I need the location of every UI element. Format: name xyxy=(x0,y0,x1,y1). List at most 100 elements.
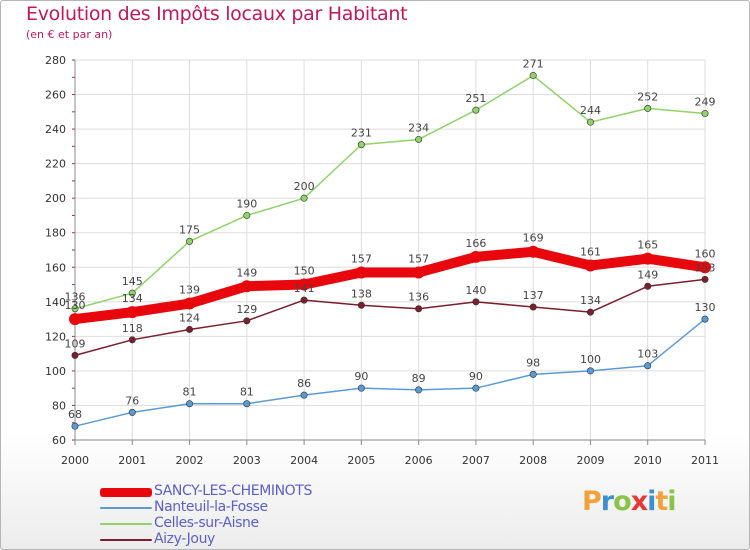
data-label-sancy-les-cheminots: 157 xyxy=(351,252,372,265)
data-point-nanteuil-la-fosse xyxy=(243,400,251,408)
data-point-aizy-jouy xyxy=(186,325,194,333)
data-point-nanteuil-la-fosse xyxy=(472,384,480,392)
y-tick-label: 160 xyxy=(45,261,66,274)
series-line-sancy-les-cheminots xyxy=(70,246,710,325)
y-tick-label: 200 xyxy=(45,192,66,205)
data-point-aizy-jouy xyxy=(243,317,251,325)
data-point-sancy-les-cheminots xyxy=(641,252,654,265)
data-point-sancy-les-cheminots xyxy=(298,278,311,291)
x-tick-label: 2011 xyxy=(691,454,719,467)
data-point-aizy-jouy xyxy=(71,351,79,359)
data-point-celles-sur-aisne xyxy=(701,110,709,118)
y-tick-label: 60 xyxy=(52,434,66,447)
x-tick-label: 2007 xyxy=(462,454,490,467)
y-tick-label: 120 xyxy=(45,330,66,343)
data-label-sancy-les-cheminots: 165 xyxy=(637,239,658,252)
data-point-aizy-jouy xyxy=(701,275,709,283)
data-label-celles-sur-aisne: 200 xyxy=(294,180,315,193)
data-point-aizy-jouy xyxy=(357,301,365,309)
data-point-nanteuil-la-fosse xyxy=(71,422,79,430)
legend-line xyxy=(100,539,152,541)
data-label-celles-sur-aisne: 249 xyxy=(695,96,716,109)
data-point-sancy-les-cheminots xyxy=(126,306,139,319)
data-point-nanteuil-la-fosse xyxy=(128,408,136,416)
data-point-sancy-les-cheminots xyxy=(240,280,253,293)
data-point-nanteuil-la-fosse xyxy=(644,362,652,370)
data-point-sancy-les-cheminots xyxy=(355,266,368,279)
x-tick-label: 2004 xyxy=(290,454,318,467)
y-tick-label: 260 xyxy=(45,89,66,102)
data-point-nanteuil-la-fosse xyxy=(586,367,594,375)
data-point-celles-sur-aisne xyxy=(586,118,594,126)
data-point-sancy-les-cheminots xyxy=(469,250,482,263)
data-label-aizy-jouy: 137 xyxy=(523,289,544,302)
y-tick-label: 220 xyxy=(45,158,66,171)
data-label-nanteuil-la-fosse: 76 xyxy=(125,394,139,407)
data-label-aizy-jouy: 149 xyxy=(637,268,658,281)
data-point-celles-sur-aisne xyxy=(644,104,652,112)
data-label-aizy-jouy: 153 xyxy=(695,261,716,274)
data-label-celles-sur-aisne: 175 xyxy=(179,223,200,236)
data-point-celles-sur-aisne xyxy=(128,289,136,297)
data-label-nanteuil-la-fosse: 98 xyxy=(526,356,540,369)
data-label-nanteuil-la-fosse: 103 xyxy=(637,348,658,361)
data-point-nanteuil-la-fosse xyxy=(300,391,308,399)
data-point-aizy-jouy xyxy=(128,336,136,344)
data-label-sancy-les-cheminots: 150 xyxy=(294,265,315,278)
data-label-nanteuil-la-fosse: 81 xyxy=(183,386,197,399)
x-tick-label: 2003 xyxy=(233,454,261,467)
data-point-nanteuil-la-fosse xyxy=(701,315,709,323)
legend-line xyxy=(100,523,152,525)
data-label-aizy-jouy: 118 xyxy=(122,322,143,335)
data-point-celles-sur-aisne xyxy=(472,106,480,114)
data-label-sancy-les-cheminots: 139 xyxy=(179,284,200,297)
data-label-celles-sur-aisne: 251 xyxy=(465,92,486,105)
data-point-aizy-jouy xyxy=(586,308,594,316)
data-label-aizy-jouy: 138 xyxy=(351,287,372,300)
data-label-nanteuil-la-fosse: 68 xyxy=(68,408,82,421)
y-tick-label: 280 xyxy=(45,54,66,67)
logo-letter: i xyxy=(667,486,676,517)
data-label-celles-sur-aisne: 244 xyxy=(580,104,601,117)
data-label-aizy-jouy: 124 xyxy=(179,311,200,324)
data-point-sancy-les-cheminots xyxy=(699,261,711,274)
data-point-nanteuil-la-fosse xyxy=(357,384,365,392)
data-label-nanteuil-la-fosse: 90 xyxy=(354,370,368,383)
data-point-nanteuil-la-fosse xyxy=(415,386,423,394)
series-line-aizy-jouy xyxy=(74,278,706,357)
legend-label: Aizy-Jouy xyxy=(154,531,215,547)
legend-item: Aizy-Jouy xyxy=(100,531,360,548)
data-point-aizy-jouy xyxy=(644,282,652,290)
data-label-aizy-jouy: 134 xyxy=(580,294,601,307)
data-label-sancy-les-cheminots: 160 xyxy=(695,247,716,260)
data-point-celles-sur-aisne xyxy=(300,194,308,202)
legend-label: Nanteuil-la-Fosse xyxy=(154,499,268,515)
data-label-aizy-jouy: 140 xyxy=(465,284,486,297)
legend-line xyxy=(100,487,152,497)
data-point-sancy-les-cheminots xyxy=(183,297,196,310)
data-label-celles-sur-aisne: 190 xyxy=(236,197,257,210)
series-line-celles-sur-aisne xyxy=(74,74,706,310)
data-point-aizy-jouy xyxy=(472,298,480,306)
data-label-nanteuil-la-fosse: 81 xyxy=(240,386,254,399)
legend-label: SANCY-LES-CHEMINOTS xyxy=(154,483,312,499)
logo-letter: i xyxy=(647,486,656,517)
proxiti-logo: Proxiti xyxy=(582,486,677,517)
data-label-sancy-les-cheminots: 166 xyxy=(465,237,486,250)
data-point-aizy-jouy xyxy=(529,303,537,311)
data-point-aizy-jouy xyxy=(300,296,308,304)
x-tick-label: 2002 xyxy=(176,454,204,467)
x-tick-label: 2009 xyxy=(576,454,604,467)
x-tick-label: 2008 xyxy=(519,454,547,467)
y-tick-label: 100 xyxy=(45,365,66,378)
logo-letter: x xyxy=(630,486,648,517)
logo-letter: P xyxy=(582,486,602,517)
legend-label: Celles-sur-Aisne xyxy=(154,515,259,531)
chart-legend: SANCY-LES-CHEMINOTS Nanteuil-la-Fosse Cell… xyxy=(100,483,360,548)
data-label-celles-sur-aisne: 145 xyxy=(122,275,143,288)
logo-letter: t xyxy=(655,486,668,517)
chart-subtitle: (en € et par an) xyxy=(26,28,113,41)
data-label-nanteuil-la-fosse: 100 xyxy=(580,353,601,366)
data-label-sancy-les-cheminots: 130 xyxy=(65,299,86,312)
